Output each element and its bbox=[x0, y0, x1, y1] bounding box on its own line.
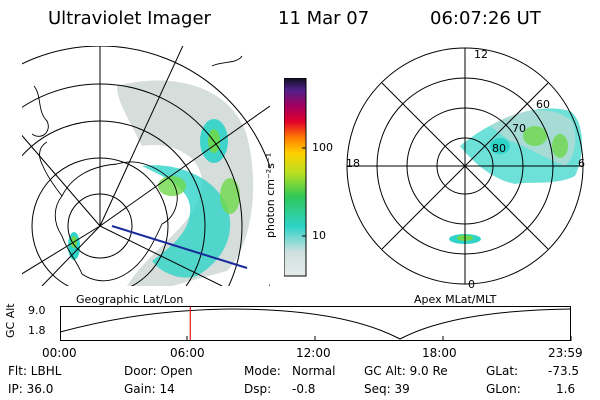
apex-map bbox=[346, 47, 584, 285]
colorbar-tick-10: 10 bbox=[312, 229, 326, 242]
mlat-grid bbox=[346, 47, 584, 285]
lat-grid-left bbox=[22, 46, 270, 286]
mlt-label-12: 12 bbox=[474, 48, 488, 61]
colorbar-label: photon cm⁻²s⁻¹ bbox=[264, 152, 277, 238]
glon-label: GLon: bbox=[486, 382, 521, 396]
colorbar-tick-100: 100 bbox=[312, 141, 333, 154]
timeline-xtick-0000: 00:00 bbox=[42, 346, 77, 360]
mlat-label-80: 80 bbox=[492, 142, 506, 155]
ip-field: IP: 36.0 bbox=[8, 382, 54, 396]
coastlines-left bbox=[31, 55, 243, 282]
mlt-label-6: 6 bbox=[578, 157, 585, 170]
dsp-label: Dsp: bbox=[244, 382, 272, 396]
timeline-ylabel: GC Alt bbox=[4, 303, 17, 338]
timeline-xtick-2359: 23:59 bbox=[548, 346, 583, 360]
orbit-track bbox=[111, 225, 248, 269]
time-label: 06:07:26 UT bbox=[430, 8, 541, 29]
colorbar bbox=[284, 78, 307, 277]
glat-label: GLat: bbox=[486, 364, 519, 378]
seq-field: Seq: 39 bbox=[364, 382, 410, 396]
mlat-label-70: 70 bbox=[512, 122, 526, 135]
mode-label: Mode: bbox=[244, 364, 281, 378]
right-map-caption: Apex MLat/MLT bbox=[414, 293, 497, 306]
mlt-label-18: 18 bbox=[346, 157, 360, 170]
mlt-label-0: 0 bbox=[468, 278, 475, 291]
glon-value: 1.6 bbox=[556, 382, 576, 396]
dsp-value: -0.8 bbox=[292, 382, 316, 396]
timeline-xtick-1800: 18:00 bbox=[422, 346, 457, 360]
timeline-ytick-high: 9.0 bbox=[28, 304, 46, 317]
timeline-xtick-0600: 06:00 bbox=[170, 346, 205, 360]
date-label: 11 Mar 07 bbox=[278, 8, 370, 29]
timeline-xtick-1200: 12:00 bbox=[296, 346, 331, 360]
gain-field: Gain: 14 bbox=[124, 382, 175, 396]
geographic-map bbox=[22, 46, 270, 286]
altitude-curve bbox=[60, 308, 572, 340]
altitude-timeline bbox=[60, 306, 572, 341]
timeline-ytick-low: 1.8 bbox=[28, 324, 46, 337]
glat-value: -73.5 bbox=[548, 364, 580, 378]
mlat-label-60: 60 bbox=[536, 98, 550, 111]
app-title: Ultraviolet Imager bbox=[48, 8, 211, 29]
mode-value: Normal bbox=[292, 364, 336, 378]
gcalt-field: GC Alt: 9.0 Re bbox=[364, 364, 448, 378]
left-map-caption: Geographic Lat/Lon bbox=[76, 293, 184, 306]
door-field: Door: Open bbox=[124, 364, 193, 378]
flt-field: Flt: LBHL bbox=[8, 364, 62, 378]
aurora-oval-left bbox=[68, 80, 254, 286]
aurora-oval-right bbox=[449, 108, 582, 244]
